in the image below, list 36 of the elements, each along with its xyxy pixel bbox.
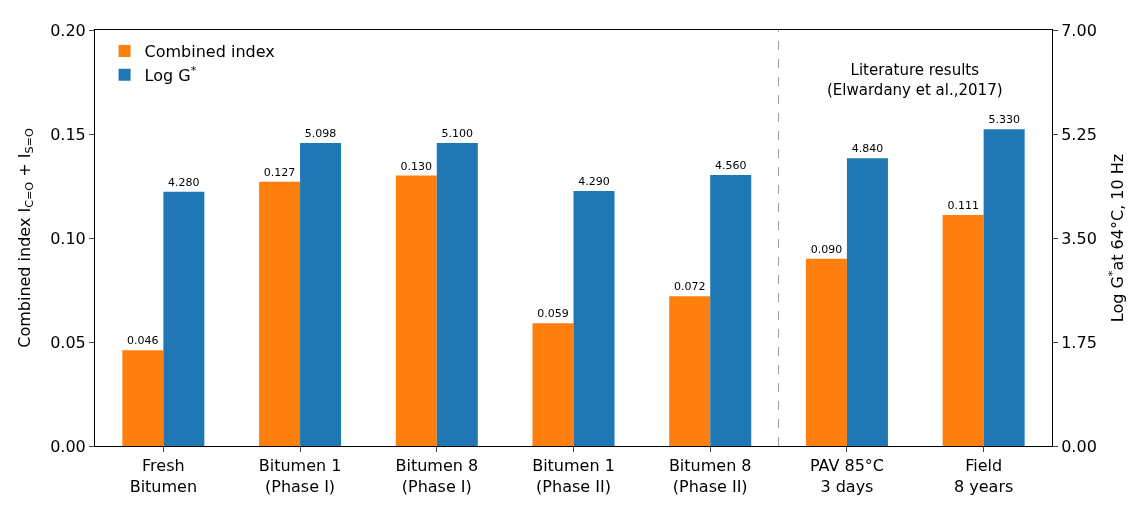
x-tick-label: Bitumen 8 (Phase I): [395, 456, 479, 496]
data-label: 5.330: [988, 113, 1020, 127]
data-label: 4.560: [714, 159, 747, 173]
x-tick-label: Bitumen 1 (Phase II): [532, 456, 615, 496]
legend-label: Combined index: [144, 42, 275, 62]
data-label: 4.290: [578, 175, 610, 189]
data-label: 5.098: [304, 127, 337, 141]
y-tick-label: 0.10: [50, 228, 86, 248]
data-label: 0.090: [810, 242, 843, 256]
data-label: 5.100: [441, 126, 474, 140]
legend-label: Log G$^{*}$: [144, 64, 197, 86]
bar: [163, 191, 205, 446]
y2-tick-label: 7.00: [1061, 20, 1097, 40]
y2-tick-label: 3.50: [1061, 228, 1097, 248]
y2-tick-label: 1.75: [1061, 332, 1097, 352]
annotation: Literature results (Elwardany et al.,2017): [827, 61, 1003, 99]
x-tick-label: Fresh Bitumen: [129, 456, 198, 496]
y2-tick-label: 0.00: [1061, 436, 1097, 456]
data-label: 0.046: [127, 334, 159, 348]
data-label: 0.127: [263, 165, 296, 179]
x-tick-label: Bitumen 8 (Phase II): [668, 456, 752, 496]
y2-tick-label: 5.25: [1061, 124, 1097, 144]
x-tick-label: PAV 85°C 3 days: [809, 456, 884, 496]
y-tick-label: 0.20: [50, 20, 86, 40]
data-label: 4.840: [851, 142, 884, 156]
bar: [573, 191, 615, 446]
data-label: 4.280: [168, 175, 200, 189]
y-tick-label: 0.05: [50, 332, 86, 352]
data-label: 0.059: [537, 307, 569, 321]
x-tick-label: Field 8 years: [953, 456, 1014, 496]
data-label: 0.111: [947, 199, 979, 213]
data-label: 0.130: [400, 159, 433, 173]
y-tick-label: 0.15: [50, 124, 86, 144]
x-tick-label: Bitumen 1 (Phase I): [258, 456, 342, 496]
y-tick-label: 0.00: [50, 436, 86, 456]
data-label: 0.072: [673, 280, 706, 294]
